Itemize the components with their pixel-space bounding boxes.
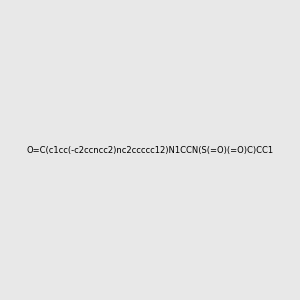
Text: O=C(c1cc(-c2ccncc2)nc2ccccc12)N1CCN(S(=O)(=O)C)CC1: O=C(c1cc(-c2ccncc2)nc2ccccc12)N1CCN(S(=O…	[26, 146, 274, 154]
